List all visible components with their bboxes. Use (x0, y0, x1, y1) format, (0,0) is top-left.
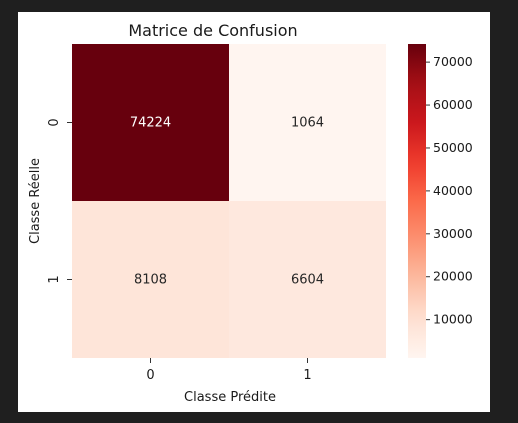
x-axis-label: Classe Prédite (184, 390, 276, 405)
colorbar-gradient (408, 44, 426, 358)
colorbar-tick-label: 40000 (433, 183, 473, 198)
x-tick-label: 0 (146, 368, 154, 383)
cell-value-label: 6604 (291, 273, 324, 288)
x-tick-label: 1 (303, 368, 311, 383)
colorbar-tick-label: 20000 (433, 269, 473, 284)
colorbar-tick-label: 50000 (433, 140, 473, 155)
cell-value-label: 1064 (291, 116, 324, 131)
chart-figure: Matrice de Confusion 74224 1064 8108 6604 0… (18, 12, 490, 412)
y-axis: 01 (47, 118, 72, 283)
cell-value-label: 74224 (130, 116, 171, 131)
y-tick-label: 1 (47, 275, 62, 283)
colorbar-tick-label: 30000 (433, 226, 473, 241)
chart-title: Matrice de Confusion (128, 21, 297, 40)
x-axis: 01 (146, 358, 311, 383)
colorbar-tick-label: 60000 (433, 97, 473, 112)
heatmap-chart: Matrice de Confusion 74224 1064 8108 6604 0… (18, 12, 490, 412)
colorbar-tick-label: 70000 (433, 54, 473, 69)
colorbar-tick-label: 10000 (433, 312, 473, 327)
heatmap-cells (72, 44, 386, 358)
cell-value-label: 8108 (134, 273, 167, 288)
y-tick-label: 0 (47, 118, 62, 126)
colorbar: 10000 20000 30000 40000 50000 60000 70000 (408, 44, 473, 358)
y-axis-label: Classe Réelle (28, 158, 43, 244)
